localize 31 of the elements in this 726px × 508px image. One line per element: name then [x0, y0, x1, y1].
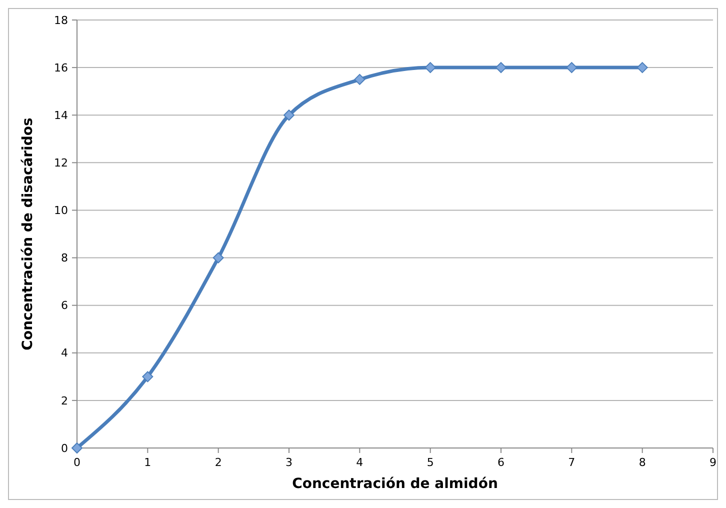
- x-tick-label: 5: [426, 456, 434, 469]
- point: [496, 62, 506, 74]
- x-tick-label: 7: [568, 456, 576, 469]
- point: [142, 371, 154, 382]
- x-tick-label: 1: [144, 456, 152, 469]
- y-tick-label: 16: [54, 61, 68, 74]
- point: [354, 74, 366, 85]
- y-tick-label: 0: [61, 442, 68, 455]
- x-tick-label: 4: [356, 456, 364, 469]
- x-tick-label: 6: [498, 456, 504, 469]
- x-tick-label: 0: [74, 456, 80, 469]
- y-tick-label: 18: [54, 14, 68, 27]
- x-tick-label: 2: [214, 456, 222, 469]
- point: [566, 62, 578, 74]
- x-tick-label: 3: [286, 456, 292, 469]
- x-axis-title: Concentración de almidón: [292, 476, 498, 492]
- y-tick-label: 8: [61, 252, 68, 265]
- y-tick-label: 2: [61, 394, 68, 408]
- y-axis-title: Concentración de disacáridos: [20, 118, 36, 350]
- point: [212, 252, 224, 264]
- x-tick-label: 8: [638, 456, 646, 469]
- y-tick-label: 4: [61, 346, 68, 360]
- point: [284, 110, 294, 121]
- x-tick-label: 9: [710, 456, 716, 469]
- point: [636, 62, 648, 74]
- y-tick-label: 12: [54, 156, 68, 170]
- y-tick-label: 6: [61, 299, 68, 312]
- y-tick-label: 10: [54, 204, 68, 218]
- y-tick-label: 14: [54, 108, 68, 122]
- point: [72, 442, 82, 454]
- point: [424, 62, 436, 74]
